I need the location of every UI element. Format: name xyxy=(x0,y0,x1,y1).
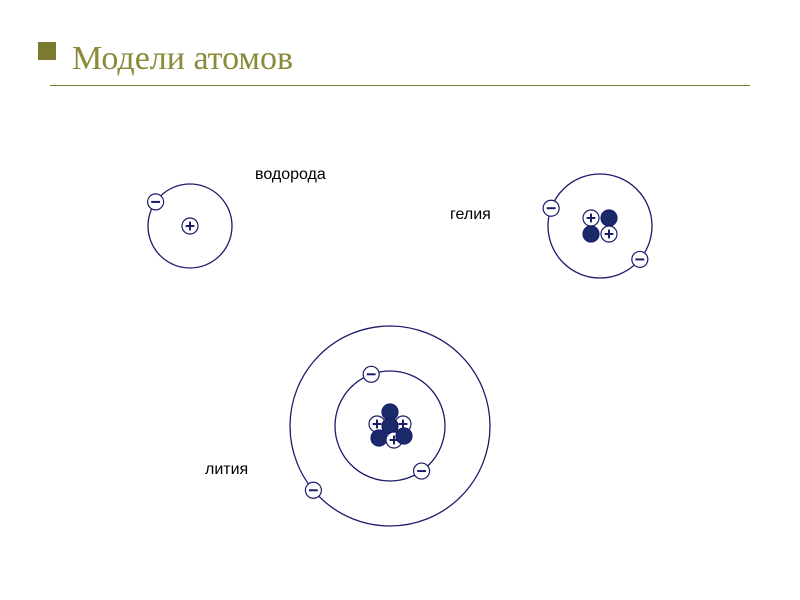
accent-square xyxy=(38,42,56,60)
atom-helium xyxy=(520,146,680,306)
label-lithium: лития xyxy=(205,461,248,479)
atom-lithium xyxy=(260,296,520,556)
diagram-canvas: водорода гелия лития xyxy=(50,86,750,556)
label-hydrogen: водорода xyxy=(255,166,326,184)
label-helium: гелия xyxy=(450,206,491,224)
slide-title: Модели атомов xyxy=(72,40,750,77)
atom-hydrogen xyxy=(120,156,260,296)
slide-root: Модели атомов водорода гелия лития xyxy=(0,0,800,600)
